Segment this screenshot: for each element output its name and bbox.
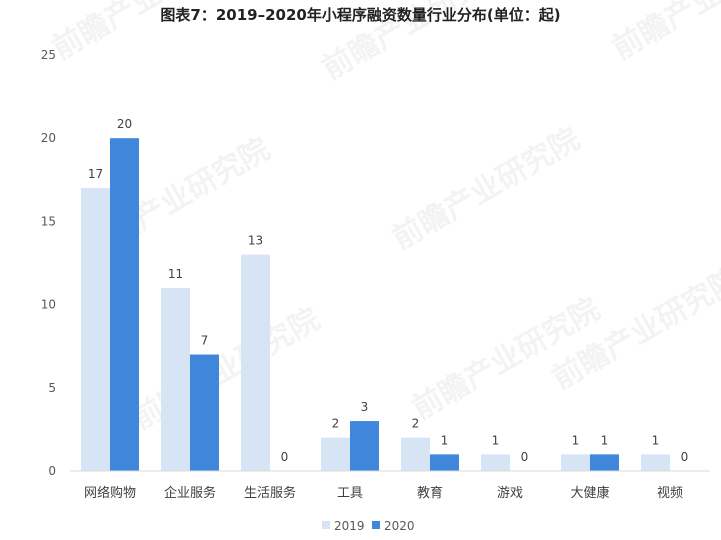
x-tick-label: 企业服务 bbox=[164, 485, 216, 501]
data-label: 3 bbox=[361, 400, 369, 414]
bar-2019-游戏 bbox=[481, 454, 510, 471]
watermark-text: 前瞻产业研究院 bbox=[387, 122, 586, 257]
bar-2020-教育 bbox=[430, 454, 459, 471]
data-label: 1 bbox=[572, 433, 580, 447]
x-tick-label: 网络购物 bbox=[84, 485, 136, 501]
data-label: 13 bbox=[248, 234, 263, 248]
x-tick-label: 工具 bbox=[337, 486, 363, 501]
y-tick-label: 0 bbox=[48, 464, 56, 478]
x-tick-label: 生活服务 bbox=[244, 485, 296, 501]
bar-2020-工具 bbox=[350, 421, 379, 471]
watermark-text: 前瞻产业研究院 bbox=[47, 0, 246, 67]
data-label: 0 bbox=[681, 450, 689, 464]
chart-title: 图表7：2019–2020年小程序融资数量行业分布(单位：起) bbox=[160, 6, 561, 24]
watermark-text: 前瞻产业研究院 bbox=[317, 0, 516, 87]
data-label: 0 bbox=[521, 450, 529, 464]
data-label: 1 bbox=[492, 433, 500, 447]
data-label: 17 bbox=[88, 167, 103, 181]
x-tick-label: 游戏 bbox=[497, 486, 523, 501]
data-label: 7 bbox=[201, 334, 209, 348]
data-label: 1 bbox=[652, 433, 660, 447]
legend-label: 2019 bbox=[334, 519, 365, 533]
bar-2019-工具 bbox=[321, 437, 350, 471]
y-tick-label: 15 bbox=[41, 214, 56, 228]
data-label: 20 bbox=[117, 117, 132, 131]
watermark-layer: 前瞻产业研究院前瞻产业研究院前瞻产业研究院前瞻产业研究院前瞻产业研究院前瞻产业研… bbox=[47, 0, 721, 437]
data-label: 2 bbox=[332, 417, 340, 431]
y-tick-label: 20 bbox=[41, 131, 56, 145]
bar-2020-大健康 bbox=[590, 454, 619, 471]
watermark-text: 前瞻产业研究院 bbox=[607, 0, 721, 67]
y-tick-label: 10 bbox=[41, 298, 56, 312]
legend: 2019 2020 bbox=[322, 519, 415, 533]
legend-label: 2020 bbox=[384, 519, 415, 533]
watermark-text: 前瞻产业研究院 bbox=[127, 302, 326, 437]
x-axis: 网络购物 企业服务 生活服务 工具 教育 游戏 大健康 视频 bbox=[70, 470, 710, 501]
x-tick-label: 教育 bbox=[417, 485, 443, 501]
data-label: 1 bbox=[441, 433, 449, 447]
bar-2020-网络购物 bbox=[110, 138, 139, 471]
data-label: 1 bbox=[601, 433, 609, 447]
bar-2019-网络购物 bbox=[81, 188, 110, 471]
data-label: 2 bbox=[412, 417, 420, 431]
bar-2019-视频 bbox=[641, 454, 670, 471]
bar-2019-大健康 bbox=[561, 454, 590, 471]
bar-2019-生活服务 bbox=[241, 254, 270, 471]
y-tick-label: 25 bbox=[41, 48, 56, 62]
bar-2020-企业服务 bbox=[190, 354, 219, 471]
y-tick-label: 5 bbox=[48, 381, 56, 395]
legend-swatch bbox=[322, 521, 330, 529]
x-tick-label: 视频 bbox=[657, 486, 683, 501]
bar-2019-企业服务 bbox=[161, 287, 190, 471]
x-tick-label: 大健康 bbox=[570, 485, 609, 501]
bar-2019-教育 bbox=[401, 437, 430, 471]
data-label: 0 bbox=[281, 450, 289, 464]
data-label: 11 bbox=[168, 267, 183, 281]
legend-swatch bbox=[372, 521, 380, 529]
y-axis: 0 5 10 15 20 25 bbox=[41, 48, 56, 478]
